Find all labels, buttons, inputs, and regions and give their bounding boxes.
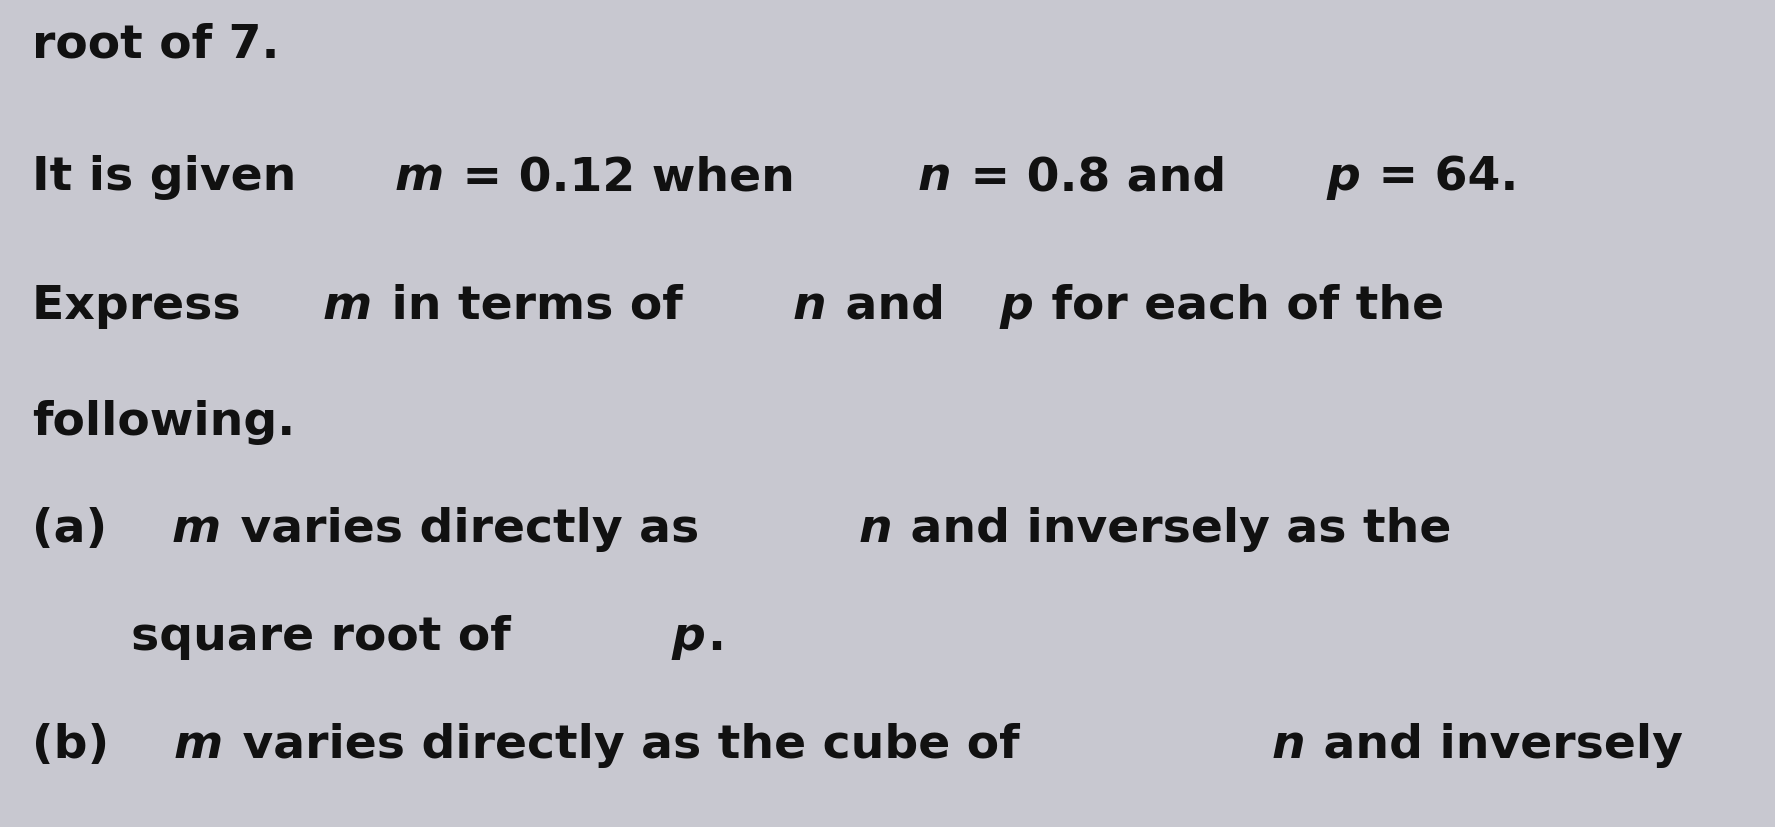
Text: and: and — [829, 284, 960, 328]
Text: p: p — [671, 614, 705, 659]
Text: (b): (b) — [32, 722, 142, 767]
Text: n: n — [1271, 722, 1305, 767]
Text: = 64.: = 64. — [1361, 155, 1518, 200]
Text: and inversely as the: and inversely as the — [893, 507, 1450, 552]
Text: = 0.8 and: = 0.8 and — [953, 155, 1242, 200]
Text: varies directly as: varies directly as — [224, 507, 715, 552]
Text: .: . — [706, 614, 724, 659]
Text: = 0.12 when: = 0.12 when — [447, 155, 811, 200]
Text: for each of the: for each of the — [1035, 284, 1445, 328]
Text: root of 7.: root of 7. — [32, 23, 279, 68]
Text: It is given: It is given — [32, 155, 312, 200]
Text: and inversely: and inversely — [1306, 722, 1683, 767]
Text: in terms of: in terms of — [375, 284, 699, 328]
Text: p: p — [999, 284, 1033, 328]
Text: n: n — [857, 507, 891, 552]
Text: m: m — [172, 507, 220, 552]
Text: square root of: square root of — [32, 614, 527, 659]
Text: varies directly as the cube of: varies directly as the cube of — [225, 722, 1037, 767]
Text: n: n — [793, 284, 827, 328]
Text: Express: Express — [32, 284, 257, 328]
Text: m: m — [394, 155, 444, 200]
Text: m: m — [323, 284, 371, 328]
Text: p: p — [1326, 155, 1360, 200]
Text: following.: following. — [32, 399, 295, 444]
Text: m: m — [174, 722, 224, 767]
Text: n: n — [918, 155, 951, 200]
Text: (a): (a) — [32, 507, 140, 552]
